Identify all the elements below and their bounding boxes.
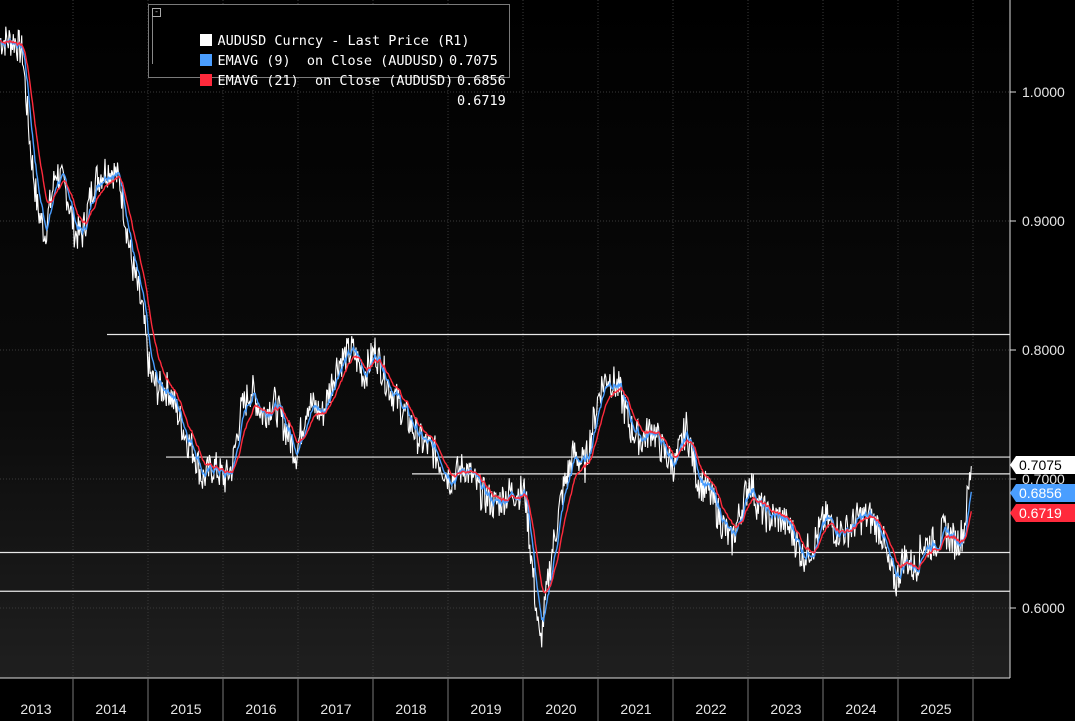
ema21-series-line [0, 39, 972, 594]
legend-item-price[interactable]: AUDUSD Curncy - Last Price (R1) 0.7075 [167, 11, 498, 69]
ema9-value-tag-box [1010, 484, 1075, 502]
x-tick-label: 2018 [395, 701, 426, 717]
ema21-value-tag: 0.6719 [1019, 505, 1062, 521]
chart-legend: - AUDUSD Curncy - Last Price (R1) 0.7075… [148, 4, 510, 109]
x-tick-label: 2016 [245, 701, 276, 717]
x-tick-label: 2017 [320, 701, 351, 717]
y-axis-band [1010, 0, 1075, 721]
legend-value-ema21: 0.6719 [457, 93, 506, 109]
x-tick-label: 2025 [920, 701, 951, 717]
collapse-icon[interactable]: - [152, 8, 161, 17]
ema9-value-tag: 0.6856 [1019, 485, 1062, 501]
legend-value-price: 0.7075 [449, 53, 498, 69]
x-axis-band [0, 678, 1075, 721]
legend-tree-line: - [152, 8, 161, 64]
ema9-swatch-icon [199, 54, 212, 66]
ema21-swatch-icon [199, 74, 212, 86]
ema21-value-tag-box [1010, 504, 1075, 522]
x-tick-label: 2015 [170, 701, 201, 717]
last-price-tag-box [1010, 456, 1075, 474]
price-series-line [0, 26, 972, 648]
legend-label-ema21: EMAVG (21) on Close (AUDUSD) [217, 73, 454, 89]
x-tick-label: 2022 [695, 701, 726, 717]
y-tick-label: 0.9000 [1022, 213, 1065, 229]
legend-label-price: AUDUSD Curncy - Last Price (R1) [217, 33, 470, 49]
y-tick-label: 0.8000 [1022, 342, 1065, 358]
x-tick-label: 2020 [545, 701, 576, 717]
price-swatch-icon [199, 34, 212, 46]
y-tick-label: 1.0000 [1022, 84, 1065, 100]
x-tick-label: 2013 [20, 701, 51, 717]
x-tick-label: 2024 [845, 701, 876, 717]
legend-label-ema9: EMAVG (9) on Close (AUDUSD) [217, 53, 446, 69]
x-tick-label: 2021 [620, 701, 651, 717]
legend-value-ema9: 0.6856 [457, 73, 506, 89]
x-tick-label: 2019 [470, 701, 501, 717]
x-tick-label: 2023 [770, 701, 801, 717]
ema9-series-line [0, 37, 972, 623]
legend-item-ema21[interactable]: EMAVG (21) on Close (AUDUSD) 0.6719 [167, 51, 506, 109]
x-tick-label: 2014 [95, 701, 126, 717]
legend-item-ema9[interactable]: EMAVG (9) on Close (AUDUSD) 0.6856 [167, 31, 506, 89]
last-price-tag: 0.7075 [1019, 457, 1062, 473]
plot-background [0, 0, 1010, 678]
y-tick-label: 0.6000 [1022, 600, 1065, 616]
y-tick-label: 0.7000 [1022, 471, 1065, 487]
